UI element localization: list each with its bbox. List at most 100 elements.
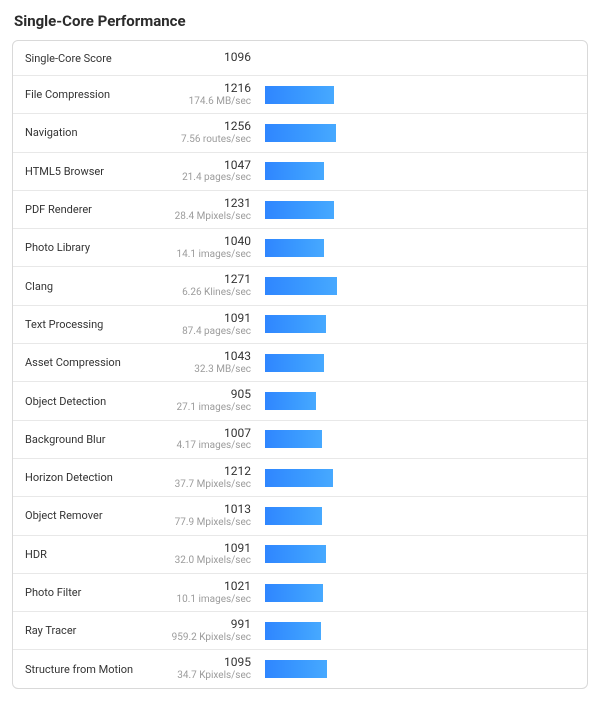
row-score-cell: 104721.4 pages/sec <box>155 159 265 184</box>
row-score: 1095 <box>155 656 251 670</box>
row-bar-cell <box>265 162 575 180</box>
row-bar-cell <box>265 354 575 372</box>
row-label: PDF Renderer <box>25 203 155 216</box>
row-sub: 37.7 Mpixels/sec <box>155 479 251 491</box>
row-bar-cell <box>265 469 575 487</box>
row-score: 1047 <box>155 159 251 173</box>
row-sub: 6.26 Klines/sec <box>155 287 251 299</box>
row-label: HTML5 Browser <box>25 165 155 178</box>
header-label: Single-Core Score <box>25 52 155 65</box>
row-sub: 32.3 MB/sec <box>155 364 251 376</box>
row-score: 1021 <box>155 580 251 594</box>
row-score-cell: 10074.17 images/sec <box>155 427 265 452</box>
benchmark-row: Photo Library104014.1 images/sec <box>13 229 587 267</box>
row-label: Object Detection <box>25 395 155 408</box>
row-label: Horizon Detection <box>25 471 155 484</box>
row-bar <box>265 124 336 142</box>
row-bar <box>265 201 334 219</box>
row-label: Photo Library <box>25 241 155 254</box>
row-label: Clang <box>25 280 155 293</box>
row-label: File Compression <box>25 88 155 101</box>
row-bar <box>265 277 337 295</box>
header-row: Single-Core Score 1096 <box>13 41 587 76</box>
row-sub: 21.4 pages/sec <box>155 172 251 184</box>
row-bar <box>265 315 326 333</box>
row-sub: 14.1 images/sec <box>155 249 251 261</box>
row-score-cell: 123128.4 Mpixels/sec <box>155 197 265 222</box>
row-score: 1007 <box>155 427 251 441</box>
row-bar-cell <box>265 392 575 410</box>
benchmark-row: HTML5 Browser104721.4 pages/sec <box>13 153 587 191</box>
row-sub: 34.7 Kpixels/sec <box>155 670 251 682</box>
row-label: Object Remover <box>25 509 155 522</box>
row-score-cell: 109187.4 pages/sec <box>155 312 265 337</box>
row-sub: 7.56 routes/sec <box>155 134 251 146</box>
row-score-cell: 12567.56 routes/sec <box>155 120 265 145</box>
row-bar-cell <box>265 622 575 640</box>
benchmark-row: Asset Compression104332.3 MB/sec <box>13 344 587 382</box>
benchmark-row: Background Blur10074.17 images/sec <box>13 421 587 459</box>
benchmark-row: File Compression1216174.6 MB/sec <box>13 76 587 114</box>
row-sub: 10.1 images/sec <box>155 594 251 606</box>
row-label: Asset Compression <box>25 356 155 369</box>
row-label: Structure from Motion <box>25 663 155 676</box>
section-title: Single-Core Performance <box>14 12 588 30</box>
row-bar-cell <box>265 315 575 333</box>
row-score-cell: 12716.26 Klines/sec <box>155 273 265 298</box>
row-score-cell: 109132.0 Mpixels/sec <box>155 542 265 567</box>
row-score-cell: 991959.2 Kpixels/sec <box>155 618 265 643</box>
header-score-cell: 1096 <box>155 51 265 65</box>
row-sub: 77.9 Mpixels/sec <box>155 517 251 529</box>
row-score: 905 <box>155 388 251 402</box>
row-bar <box>265 430 322 448</box>
row-score: 1216 <box>155 82 251 96</box>
row-bar-cell <box>265 277 575 295</box>
header-bar-spacer <box>265 49 575 67</box>
row-sub: 32.0 Mpixels/sec <box>155 555 251 567</box>
row-score: 1091 <box>155 542 251 556</box>
row-bar <box>265 469 333 487</box>
row-bar-cell <box>265 239 575 257</box>
benchmark-row: Object Remover101377.9 Mpixels/sec <box>13 497 587 535</box>
row-bar <box>265 622 321 640</box>
row-score: 1271 <box>155 273 251 287</box>
header-score: 1096 <box>155 51 251 65</box>
row-label: Navigation <box>25 126 155 139</box>
benchmark-row: HDR109132.0 Mpixels/sec <box>13 536 587 574</box>
row-score: 1256 <box>155 120 251 134</box>
benchmark-row: Ray Tracer991959.2 Kpixels/sec <box>13 612 587 650</box>
row-score-cell: 101377.9 Mpixels/sec <box>155 503 265 528</box>
row-sub: 174.6 MB/sec <box>155 96 251 108</box>
row-label: Photo Filter <box>25 586 155 599</box>
row-bar <box>265 660 327 678</box>
row-bar-cell <box>265 507 575 525</box>
row-score: 1040 <box>155 235 251 249</box>
row-sub: 4.17 images/sec <box>155 440 251 452</box>
benchmark-row: Horizon Detection121237.7 Mpixels/sec <box>13 459 587 497</box>
benchmark-row: Structure from Motion109534.7 Kpixels/se… <box>13 650 587 687</box>
row-label: Background Blur <box>25 433 155 446</box>
benchmark-row: Photo Filter102110.1 images/sec <box>13 574 587 612</box>
row-bar <box>265 584 323 602</box>
row-score: 1013 <box>155 503 251 517</box>
row-bar <box>265 507 322 525</box>
row-score-cell: 102110.1 images/sec <box>155 580 265 605</box>
benchmark-row: PDF Renderer123128.4 Mpixels/sec <box>13 191 587 229</box>
benchmark-row: Text Processing109187.4 pages/sec <box>13 306 587 344</box>
row-score-cell: 104014.1 images/sec <box>155 235 265 260</box>
row-bar-cell <box>265 584 575 602</box>
row-score-cell: 121237.7 Mpixels/sec <box>155 465 265 490</box>
row-bar-cell <box>265 201 575 219</box>
row-label: Text Processing <box>25 318 155 331</box>
benchmark-panel: Single-Core Score 1096 File Compression1… <box>12 40 588 689</box>
row-label: Ray Tracer <box>25 624 155 637</box>
row-label: HDR <box>25 548 155 561</box>
row-sub: 87.4 pages/sec <box>155 326 251 338</box>
benchmark-row: Navigation12567.56 routes/sec <box>13 114 587 152</box>
row-score: 1043 <box>155 350 251 364</box>
row-score-cell: 1216174.6 MB/sec <box>155 82 265 107</box>
row-bar <box>265 162 324 180</box>
row-bar-cell <box>265 86 575 104</box>
row-sub: 28.4 Mpixels/sec <box>155 211 251 223</box>
row-score: 991 <box>155 618 251 632</box>
